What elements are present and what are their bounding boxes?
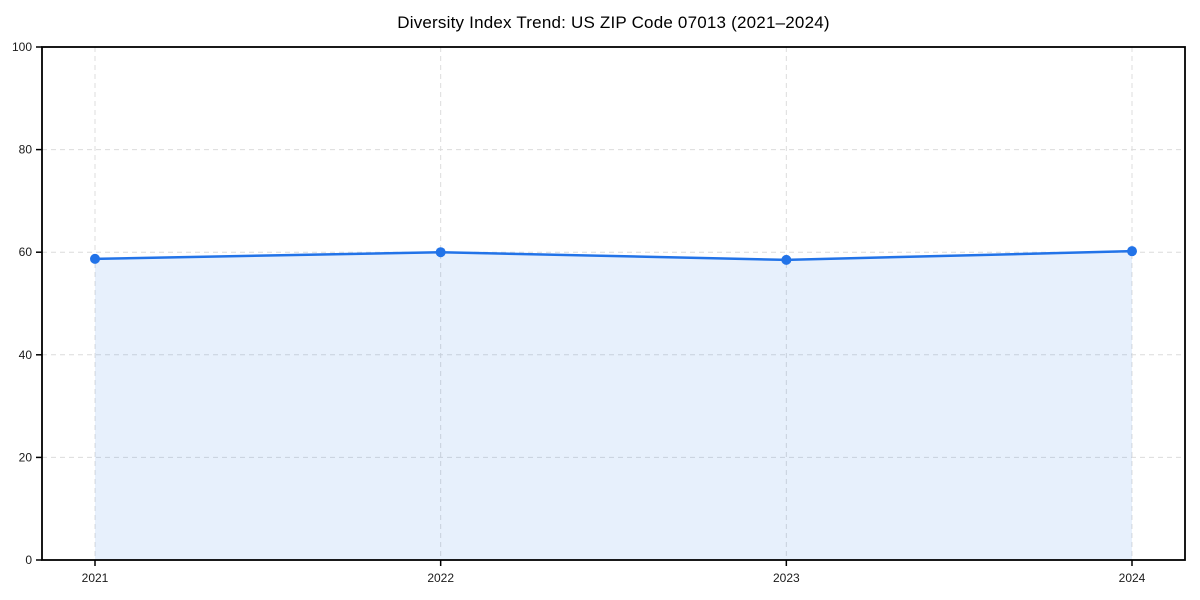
y-tick-label: 100 <box>12 40 32 54</box>
y-tick-label: 60 <box>19 245 33 259</box>
data-point <box>1127 246 1137 257</box>
data-point <box>435 247 446 258</box>
trend-line <box>93 249 1134 262</box>
y-tick-label: 0 <box>25 553 32 567</box>
y-axis-ticks: 0 20 40 60 80 100 <box>12 40 42 567</box>
x-tick-label: 2024 <box>1119 571 1146 585</box>
data-point <box>90 253 100 264</box>
x-axis-ticks: 2021 2022 2023 2024 <box>82 560 1146 585</box>
y-tick-label: 80 <box>19 143 33 157</box>
chart-title: Diversity Index Trend: US ZIP Code 07013… <box>397 13 830 32</box>
data-points <box>90 246 1137 265</box>
grid-lines <box>42 47 1185 560</box>
plot-border <box>41 46 1186 561</box>
x-tick-label: 2023 <box>773 571 800 585</box>
x-tick-label: 2021 <box>82 571 109 585</box>
y-tick-label: 40 <box>19 348 33 362</box>
area-fill <box>95 251 1132 560</box>
data-point <box>781 254 792 265</box>
x-tick-label: 2022 <box>427 571 454 585</box>
y-tick-label: 20 <box>19 450 33 464</box>
